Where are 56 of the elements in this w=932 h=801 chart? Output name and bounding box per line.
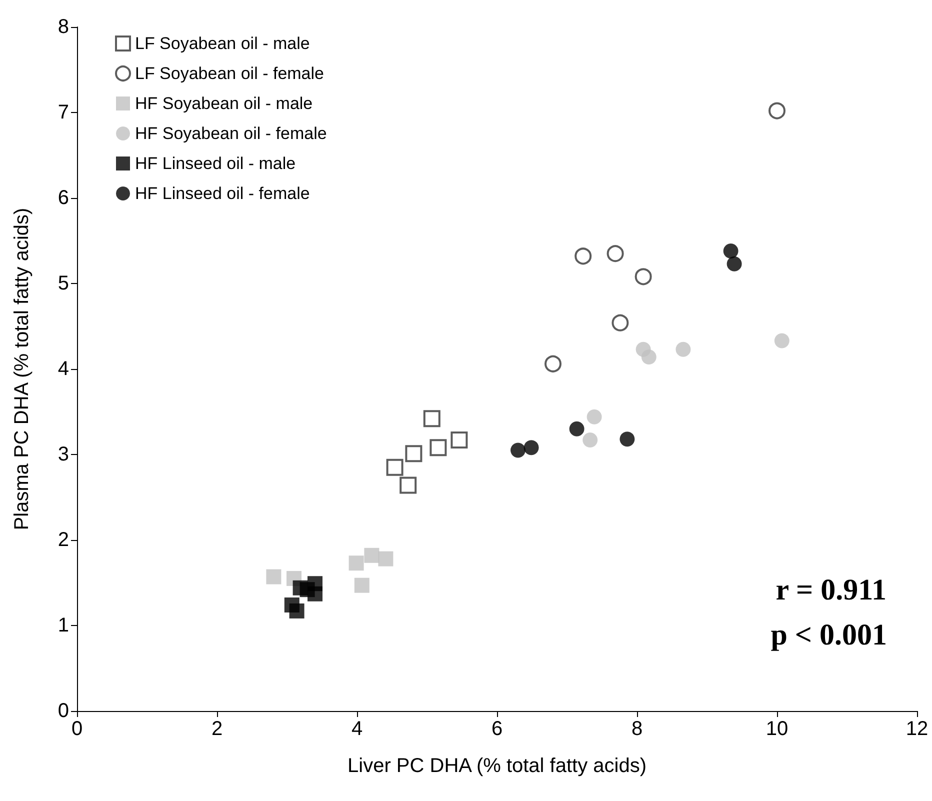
annotation: r = 0.911 [776, 574, 886, 606]
point [641, 350, 656, 365]
y-tick-label: 3 [58, 444, 69, 466]
y-tick-label: 8 [58, 16, 69, 38]
legend-label: HF Soyabean oil - female [135, 124, 327, 143]
point [582, 432, 598, 448]
x-tick-label: 0 [71, 718, 83, 740]
point [405, 445, 422, 462]
y-tick-label: 6 [58, 187, 69, 209]
point [510, 442, 526, 458]
point [386, 458, 404, 476]
point [266, 569, 282, 584]
point [289, 603, 304, 618]
point [378, 551, 394, 566]
point [774, 333, 790, 348]
legend-label: HF Soyabean oil - male [135, 94, 313, 113]
point [768, 102, 786, 120]
annotation: p < 0.001 [770, 618, 887, 652]
y-tick-label: 0 [58, 700, 69, 722]
point [300, 582, 315, 598]
x-tick-label: 4 [351, 718, 363, 740]
legend-label: LF Soyabean oil - male [135, 34, 310, 53]
point [620, 432, 635, 447]
x-tick-label: 10 [766, 718, 788, 740]
x-tick-label: 8 [631, 718, 643, 740]
point [348, 556, 364, 571]
point [544, 355, 562, 372]
point [400, 476, 417, 494]
point [676, 342, 691, 357]
x-axis-title: Liver PC DHA (% total fatty acids) [348, 755, 646, 777]
point [606, 245, 624, 262]
point [364, 548, 380, 563]
point [726, 256, 742, 272]
x-tick-label: 2 [211, 718, 223, 740]
point [423, 410, 440, 428]
point [450, 431, 468, 448]
point [524, 440, 539, 456]
point [430, 439, 447, 456]
y-tick-label: 2 [58, 529, 69, 551]
y-tick-label: 4 [58, 358, 69, 380]
y-tick-label: 1 [58, 614, 69, 636]
legend-label: HF Linseed oil - male [135, 154, 296, 173]
point [354, 578, 370, 593]
point [569, 421, 584, 436]
x-tick-label: 6 [491, 718, 503, 740]
y-tick-label: 7 [58, 102, 69, 124]
point [634, 268, 652, 286]
point [574, 248, 592, 265]
point [612, 314, 629, 332]
legend-label: LF Soyabean oil - female [135, 64, 324, 83]
legend-label: HF Linseed oil - female [135, 184, 310, 203]
x-tick-label: 12 [906, 718, 928, 740]
point [586, 409, 602, 424]
point [723, 244, 738, 259]
y-tick-label: 5 [58, 272, 69, 294]
y-axis-title: Plasma PC DHA (% total fatty acids) [11, 208, 33, 530]
